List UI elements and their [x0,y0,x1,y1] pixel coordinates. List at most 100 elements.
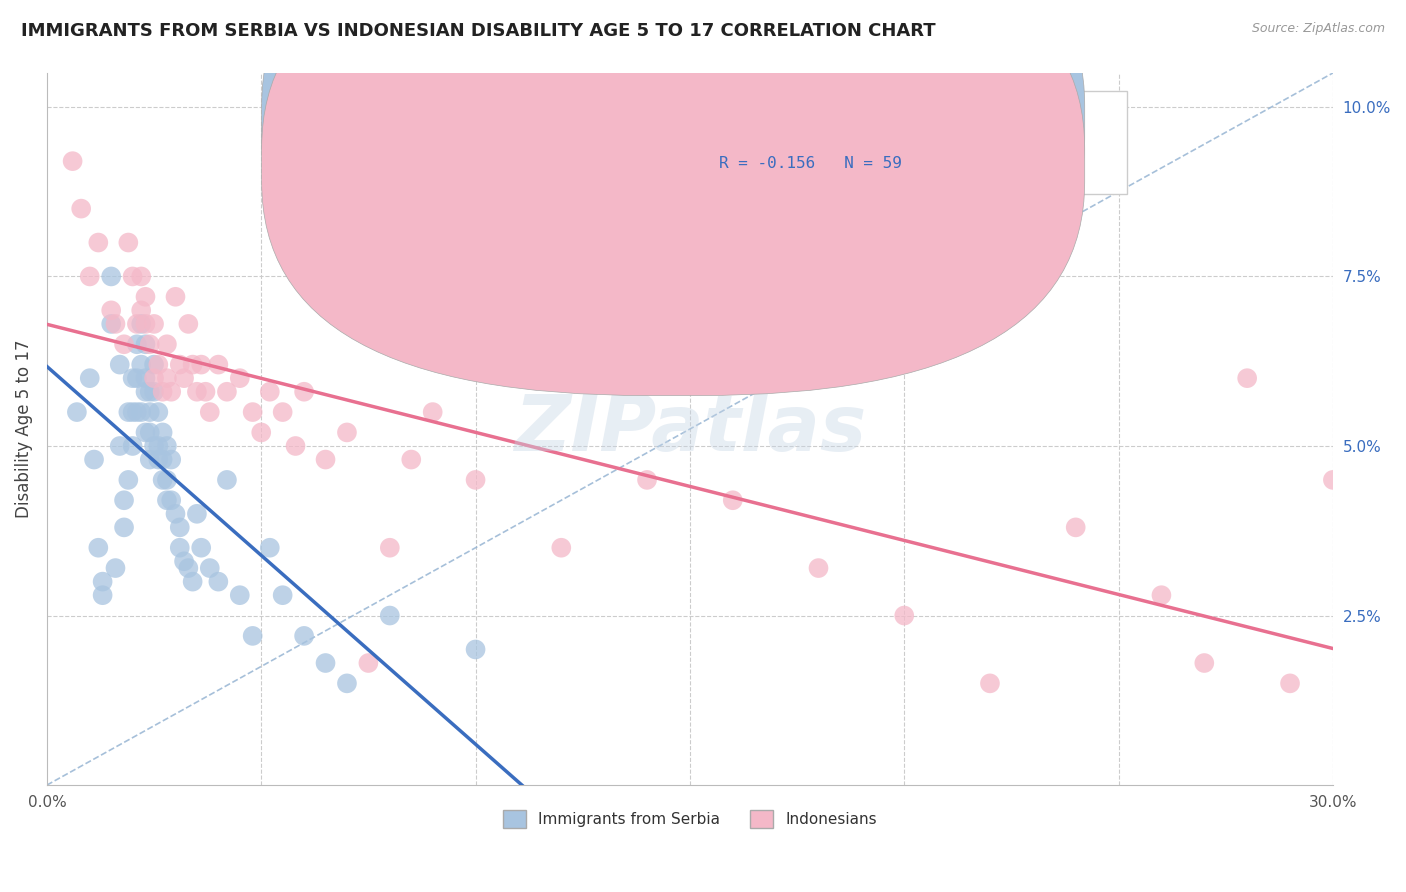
Point [169,541,191,555]
Point [259,541,281,555]
Point [229,371,252,385]
Point [1279,676,1302,690]
Point [117,405,139,419]
Point [87,235,110,250]
Point [156,439,179,453]
Point [190,541,212,555]
Point [108,439,131,453]
FancyBboxPatch shape [626,91,1128,194]
Point [156,473,179,487]
Point [134,371,156,385]
Point [165,507,187,521]
Point [169,358,191,372]
Point [1322,473,1344,487]
Point [177,317,200,331]
Point [87,541,110,555]
Point [139,384,162,399]
Text: IMMIGRANTS FROM SERBIA VS INDONESIAN DISABILITY AGE 5 TO 17 CORRELATION CHART: IMMIGRANTS FROM SERBIA VS INDONESIAN DIS… [21,22,936,40]
Point [143,371,166,385]
Point [152,473,174,487]
Text: R =   0.118   N = 66: R = 0.118 N = 66 [720,113,912,128]
Point [152,384,174,399]
Point [134,290,156,304]
Point [207,574,229,589]
Point [464,473,486,487]
Legend: Immigrants from Serbia, Indonesians: Immigrants from Serbia, Indonesians [496,804,883,834]
Point [129,358,152,372]
Point [66,405,89,419]
Point [143,384,166,399]
Point [1150,588,1173,602]
Point [979,676,1001,690]
Text: R = -0.156   N = 59: R = -0.156 N = 59 [720,156,903,171]
Point [134,425,156,440]
Point [152,425,174,440]
Point [121,439,143,453]
Point [422,405,444,419]
Point [250,425,273,440]
Point [173,554,195,568]
Point [198,405,221,419]
Point [129,303,152,318]
Point [117,473,139,487]
Point [100,317,122,331]
Point [229,588,252,602]
Point [357,656,380,670]
Point [112,337,135,351]
Point [91,588,114,602]
Point [148,405,170,419]
Point [292,629,315,643]
Point [1194,656,1216,670]
Point [139,425,162,440]
Point [139,405,162,419]
Point [129,269,152,284]
Point [284,439,307,453]
Point [125,371,148,385]
Point [315,656,337,670]
Point [112,493,135,508]
Point [134,384,156,399]
Point [181,358,204,372]
Point [242,405,264,419]
Point [315,452,337,467]
Point [129,405,152,419]
Point [893,608,915,623]
Point [121,405,143,419]
Point [160,452,183,467]
Point [401,452,423,467]
Point [104,317,127,331]
Point [271,588,294,602]
Point [134,337,156,351]
Point [148,358,170,372]
Text: Source: ZipAtlas.com: Source: ZipAtlas.com [1251,22,1385,36]
Point [139,452,162,467]
Point [160,493,183,508]
Point [336,676,359,690]
Point [336,425,359,440]
Point [112,520,135,534]
Point [156,337,179,351]
Point [1236,371,1258,385]
Point [186,507,208,521]
Point [62,154,84,169]
Point [134,317,156,331]
Point [173,371,195,385]
Point [79,269,101,284]
Point [464,642,486,657]
Point [550,541,572,555]
Point [143,358,166,372]
Point [636,473,658,487]
Point [190,358,212,372]
Point [215,473,238,487]
Point [83,452,105,467]
Point [125,405,148,419]
Point [198,561,221,575]
Point [194,384,217,399]
Point [378,541,401,555]
Point [271,405,294,419]
Point [100,303,122,318]
Point [121,269,143,284]
Point [807,561,830,575]
Point [292,384,315,399]
Point [100,269,122,284]
